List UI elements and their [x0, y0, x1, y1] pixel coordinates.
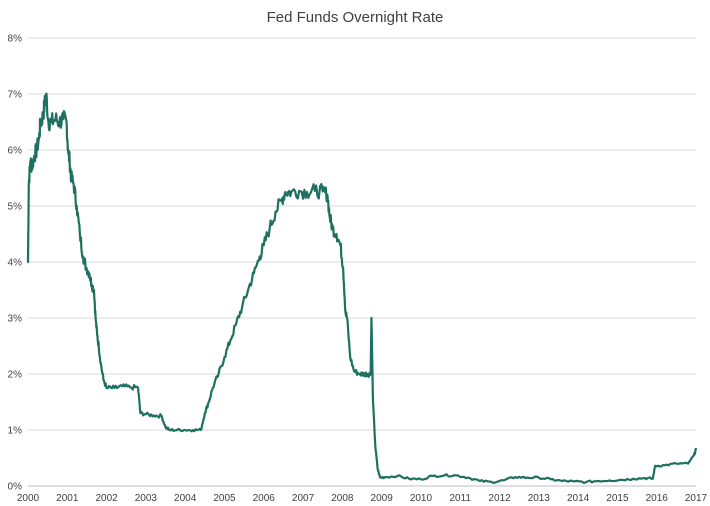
grid-lines [28, 37, 696, 487]
y-tick-label: 4% [8, 258, 23, 269]
y-tick-label: 8% [8, 34, 23, 45]
x-tick-label: 2012 [488, 493, 511, 504]
x-tick-label: 2004 [174, 493, 197, 504]
y-tick-label: 5% [8, 202, 23, 213]
y-tick-label: 0% [8, 482, 23, 493]
series-layer [26, 92, 698, 485]
x-tick-label: 2001 [56, 493, 79, 504]
chart-title: Fed Funds Overnight Rate [267, 9, 444, 26]
y-axis-ticks: 0% 1% 2% 3% 4% 5% 6% 7% 8% [8, 34, 23, 493]
x-tick-label: 2016 [646, 493, 669, 504]
y-tick-label: 2% [8, 370, 23, 381]
x-tick-label: 2010 [410, 493, 433, 504]
x-tick-label: 2000 [17, 493, 40, 504]
x-tick-label: 2015 [606, 493, 629, 504]
x-tick-label: 2005 [213, 493, 236, 504]
fed-funds-rate-line [26, 92, 698, 485]
x-tick-label: 2008 [331, 493, 354, 504]
x-tick-label: 2003 [135, 493, 158, 504]
x-tick-label: 2013 [528, 493, 551, 504]
y-tick-label: 3% [8, 314, 23, 325]
x-tick-label: 2007 [292, 493, 315, 504]
x-tick-label: 2014 [567, 493, 590, 504]
x-tick-label: 2006 [253, 493, 276, 504]
x-tick-label: 2017 [685, 493, 708, 504]
x-tick-label: 2002 [95, 493, 118, 504]
y-tick-label: 6% [8, 146, 23, 157]
y-tick-label: 7% [8, 90, 23, 101]
x-tick-label: 2011 [449, 493, 471, 504]
y-tick-label: 1% [8, 426, 23, 437]
x-tick-label: 2009 [371, 493, 394, 504]
x-axis-ticks: 2000 2001 2002 2003 2004 2005 2006 2007 2008 2009… [17, 493, 708, 504]
